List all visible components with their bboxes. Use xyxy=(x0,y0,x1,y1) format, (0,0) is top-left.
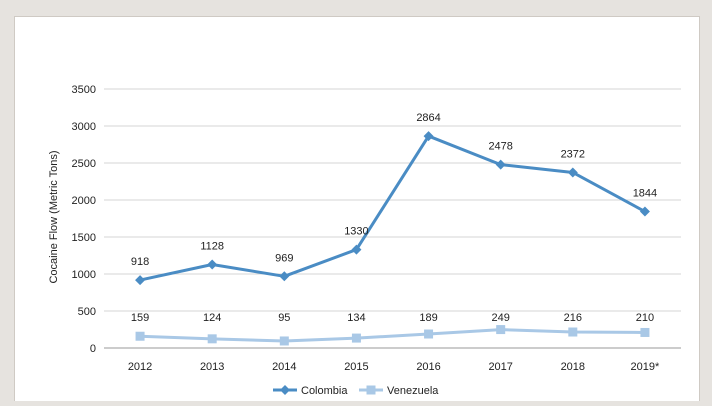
y-tick-label: 2500 xyxy=(72,158,96,170)
x-tick-label: 2015 xyxy=(344,361,368,373)
legend-marker-colombia xyxy=(280,385,290,395)
data-point-venezuela xyxy=(424,329,434,339)
y-tick-label: 3500 xyxy=(72,84,96,96)
data-label-venezuela: 189 xyxy=(419,312,437,324)
data-label-colombia: 2478 xyxy=(488,141,512,153)
data-label-venezuela: 95 xyxy=(278,312,290,324)
data-point-colombia xyxy=(279,271,290,282)
data-point-venezuela xyxy=(568,327,578,337)
y-tick-label: 1000 xyxy=(72,269,96,281)
y-axis-label: Cocaine Flow (Metric Tons) xyxy=(48,150,60,284)
x-tick-label: 2012 xyxy=(128,361,152,373)
data-point-venezuela xyxy=(279,336,289,346)
data-label-colombia: 1128 xyxy=(200,241,224,253)
data-label-colombia: 1330 xyxy=(344,226,368,238)
data-point-colombia xyxy=(351,244,362,255)
y-tick-label: 0 xyxy=(90,343,96,355)
x-tick-label: 2016 xyxy=(416,361,440,373)
data-label-colombia: 2864 xyxy=(416,112,440,124)
data-point-venezuela xyxy=(496,325,506,335)
x-tick-label: 2017 xyxy=(488,361,512,373)
x-tick-label: 2019* xyxy=(631,361,660,373)
legend-label-venezuela: Venezuela xyxy=(387,385,439,397)
x-tick-label: 2013 xyxy=(200,361,224,373)
series-line-venezuela xyxy=(140,328,645,343)
legend-label-colombia: Colombia xyxy=(301,385,348,397)
data-point-colombia xyxy=(495,159,506,170)
data-point-colombia xyxy=(423,131,434,142)
data-label-colombia: 918 xyxy=(131,256,149,268)
x-tick-label: 2014 xyxy=(272,361,296,373)
y-tick-label: 3000 xyxy=(72,121,96,133)
data-point-venezuela xyxy=(207,334,217,344)
data-point-venezuela xyxy=(351,333,361,343)
data-label-venezuela: 249 xyxy=(492,312,510,324)
series-line-colombia xyxy=(139,134,646,282)
y-tick-label: 500 xyxy=(78,306,96,318)
data-label-venezuela: 124 xyxy=(203,312,221,324)
chart-svg: 0 500 1000 1500 2000 2500 3000 3500 2012 2013 2014… xyxy=(72,84,681,397)
data-label-colombia: 2372 xyxy=(561,148,585,160)
data-label-venezuela: 216 xyxy=(564,312,582,324)
data-point-venezuela xyxy=(640,327,650,337)
data-label-colombia: 969 xyxy=(275,252,293,264)
data-label-venezuela: 134 xyxy=(347,312,365,324)
data-point-colombia xyxy=(135,275,146,286)
data-label-venezuela: 159 xyxy=(131,312,149,324)
data-label-venezuela: 210 xyxy=(636,312,654,324)
legend-marker-venezuela xyxy=(366,385,376,395)
x-tick-label: 2018 xyxy=(561,361,585,373)
data-point-colombia xyxy=(567,167,578,178)
data-point-colombia xyxy=(207,259,218,270)
data-point-colombia xyxy=(639,206,650,217)
y-tick-label: 2000 xyxy=(72,195,96,207)
chart-panel: 0 500 1000 1500 2000 2500 3000 3500 2012 2013 2014… xyxy=(14,16,700,401)
data-point-venezuela xyxy=(135,331,145,341)
y-tick-label: 1500 xyxy=(72,232,96,244)
data-label-colombia: 1844 xyxy=(633,188,657,200)
